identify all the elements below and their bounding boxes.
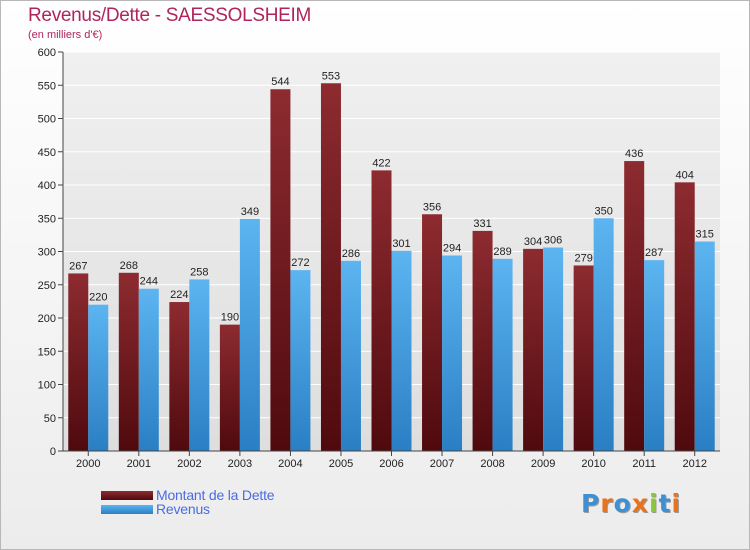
- y-tick-label: 600: [38, 47, 56, 59]
- logo-letter: o: [613, 489, 632, 518]
- data-label-revenue: 289: [493, 246, 511, 258]
- bar-debt: [371, 170, 392, 451]
- data-label-revenue: 286: [342, 248, 360, 260]
- y-tick-label: 250: [38, 280, 56, 292]
- bar-debt: [674, 182, 695, 451]
- bar-debt: [270, 89, 291, 452]
- y-tick-label: 500: [38, 114, 56, 126]
- y-tick-label: 150: [38, 346, 56, 358]
- y-tick-label: 0: [50, 446, 56, 458]
- x-tick-label: 2007: [430, 458, 454, 470]
- bar-debt: [472, 230, 493, 451]
- data-label-revenue: 220: [89, 292, 107, 304]
- data-label-debt: 268: [120, 260, 138, 272]
- bar-revenue: [340, 260, 361, 451]
- x-tick-label: 2006: [379, 458, 403, 470]
- x-tick-label: 2003: [228, 458, 252, 470]
- data-label-debt: 544: [271, 76, 289, 88]
- data-label-debt: 224: [170, 289, 188, 301]
- y-tick-label: 350: [38, 213, 56, 225]
- data-label-debt: 436: [625, 148, 643, 160]
- data-label-debt: 404: [676, 169, 694, 181]
- data-label-revenue: 349: [241, 206, 259, 218]
- x-tick-label: 2010: [581, 458, 605, 470]
- data-label-revenue: 244: [140, 276, 158, 288]
- legend-label-debt: Montant de la Dette: [156, 487, 275, 503]
- data-label-debt: 304: [524, 236, 542, 248]
- legend-label-revenue: Revenus: [156, 501, 210, 517]
- y-tick-label: 400: [38, 180, 56, 192]
- bar-debt: [320, 83, 341, 451]
- bar-revenue: [88, 304, 109, 451]
- x-tick-label: 2001: [127, 458, 151, 470]
- bar-revenue: [239, 218, 260, 451]
- bar-debt: [169, 302, 190, 451]
- bar-revenue: [391, 250, 412, 451]
- bar-revenue: [593, 218, 614, 451]
- bar-revenue: [694, 241, 715, 451]
- bar-revenue: [442, 255, 463, 451]
- x-tick-label: 2011: [632, 458, 656, 470]
- y-tick-label: 450: [38, 147, 56, 159]
- chart-title: Revenus/Dette - SAESSOLSHEIM: [28, 5, 312, 26]
- chart-subtitle: (en milliers d'€): [28, 29, 103, 41]
- bar-debt: [523, 248, 544, 451]
- bar-revenue: [138, 288, 159, 451]
- data-label-revenue: 301: [392, 238, 410, 250]
- bar-revenue: [189, 279, 210, 451]
- data-label-debt: 331: [473, 218, 491, 230]
- data-label-revenue: 272: [291, 257, 309, 269]
- logo-letter: P: [581, 489, 601, 518]
- legend-swatch-debt: [101, 491, 153, 500]
- data-label-revenue: 350: [594, 205, 612, 217]
- bar-revenue: [492, 258, 513, 451]
- bar-debt: [219, 324, 240, 451]
- data-label-revenue: 258: [190, 266, 208, 278]
- data-label-debt: 267: [69, 260, 87, 272]
- logo-letter: r: [600, 489, 614, 518]
- y-tick-label: 50: [44, 413, 56, 425]
- bar-debt: [624, 161, 645, 451]
- y-tick-label: 100: [38, 380, 56, 392]
- bar-debt: [573, 265, 594, 451]
- data-label-debt: 553: [322, 70, 340, 82]
- logo-letter: t: [658, 489, 672, 518]
- x-tick-label: 2008: [480, 458, 504, 470]
- data-label-debt: 356: [423, 201, 441, 213]
- data-label-revenue: 306: [544, 235, 562, 247]
- x-tick-label: 2005: [329, 458, 353, 470]
- bar-debt: [68, 273, 89, 451]
- logo-letter: x: [631, 489, 649, 518]
- logo-letter: i: [649, 489, 659, 518]
- x-tick-label: 2000: [76, 458, 100, 470]
- legend-swatch-revenue: [101, 505, 153, 514]
- x-tick-label: 2009: [531, 458, 555, 470]
- data-label-debt: 190: [221, 312, 239, 324]
- y-tick-label: 550: [38, 80, 56, 92]
- data-label-debt: 279: [574, 252, 592, 264]
- y-tick-label: 300: [38, 247, 56, 259]
- bar-debt: [118, 272, 139, 451]
- data-label-revenue: 294: [443, 242, 461, 254]
- bar-revenue: [543, 247, 564, 451]
- y-tick-label: 200: [38, 313, 56, 325]
- data-label-revenue: 287: [645, 247, 663, 259]
- data-label-debt: 422: [372, 157, 390, 169]
- x-tick-label: 2012: [682, 458, 706, 470]
- data-label-revenue: 315: [696, 229, 714, 241]
- bar-debt: [422, 214, 443, 451]
- x-tick-label: 2002: [177, 458, 201, 470]
- bar-revenue: [290, 270, 311, 451]
- bar-revenue: [644, 260, 665, 451]
- logo-letter: i: [671, 489, 682, 518]
- x-tick-label: 2004: [278, 458, 302, 470]
- proxiti-logo: Proxiti: [581, 489, 681, 518]
